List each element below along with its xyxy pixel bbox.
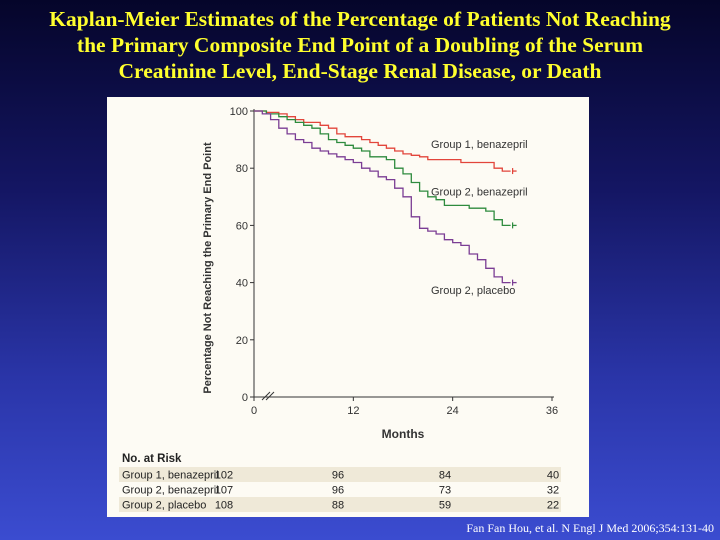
title-line-3: Creatinine Level, End-Stage Renal Diseas…	[118, 59, 602, 83]
risk-cell: 59	[439, 500, 451, 512]
series-label: Group 2, benazepril	[431, 186, 528, 198]
risk-cell: 22	[547, 500, 559, 512]
risk-cell: 102	[215, 470, 233, 482]
risk-row-stripe	[119, 467, 561, 482]
y-tick-label: 40	[236, 278, 248, 290]
y-axis-label: Percentage Not Reaching the Primary End …	[202, 142, 214, 394]
x-tick-label: 12	[347, 405, 359, 417]
risk-row-stripe	[119, 497, 561, 512]
x-tick-label: 0	[251, 405, 257, 417]
axis-break-mark	[265, 391, 275, 401]
risk-cell: 84	[439, 470, 451, 482]
km-curve-3	[254, 110, 511, 284]
km-curve-2	[254, 110, 511, 227]
y-tick-label: 100	[230, 106, 248, 118]
risk-cell: 96	[332, 485, 344, 497]
plot-layer: 0 20 40 60 80 100 0 12 24 36 Group 1, benazepril Gr…	[230, 106, 558, 417]
km-chart: 0 20 40 60 80 100 0 12 24 36 Group 1, benazepril Gr…	[119, 106, 561, 512]
km-curve-1	[254, 110, 511, 172]
y-tick-label: 0	[242, 392, 248, 404]
risk-table-title: No. at Risk	[122, 453, 182, 465]
x-tick-label: 36	[546, 405, 558, 417]
risk-cell: 88	[332, 500, 344, 512]
y-tick-label: 20	[236, 335, 248, 347]
series-label: Group 2, placebo	[431, 285, 515, 297]
title-line-2: the Primary Composite End Point of a Dou…	[76, 33, 644, 57]
risk-cell: 73	[439, 485, 451, 497]
figure-panel: 0 20 40 60 80 100 0 12 24 36 Group 1, benazepril Gr…	[107, 97, 589, 517]
y-tick-label: 60	[236, 220, 248, 232]
citation: Fan Fan Hou, et al. N Engl J Med 2006;35…	[466, 521, 714, 535]
title-line-1: Kaplan-Meier Estimates of the Percentage…	[49, 7, 671, 31]
x-axis-label: Months	[382, 427, 425, 441]
series-label: Group 1, benazepril	[431, 139, 528, 151]
slide-title: Kaplan-Meier Estimates of the Percentage…	[0, 6, 720, 84]
risk-cell: 108	[215, 500, 233, 512]
risk-row-label: Group 1, benazepril	[122, 470, 219, 482]
risk-row-label: Group 2, benazepril	[122, 485, 219, 497]
risk-cell: 32	[547, 485, 559, 497]
risk-cell: 107	[215, 485, 233, 497]
x-tick-label: 24	[447, 405, 459, 417]
risk-cell: 40	[547, 470, 559, 482]
y-tick-label: 80	[236, 163, 248, 175]
axis-break-mark	[261, 391, 271, 401]
risk-row-label: Group 2, placebo	[122, 500, 206, 512]
risk-cell: 96	[332, 470, 344, 482]
